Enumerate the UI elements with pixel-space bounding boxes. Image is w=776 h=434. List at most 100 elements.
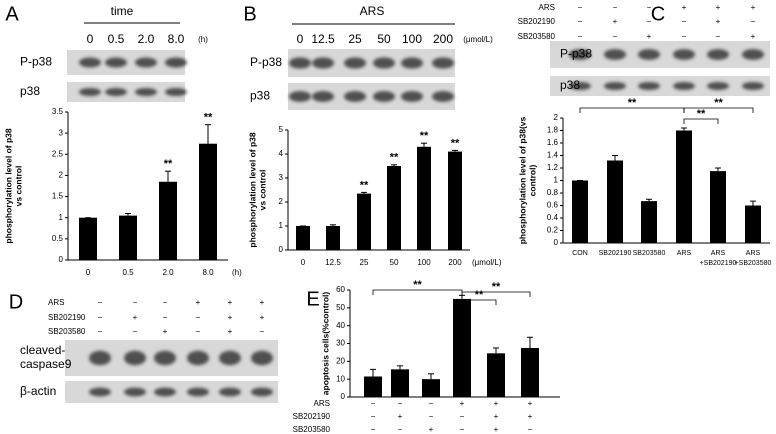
y-tick-label: 1.8	[547, 126, 559, 135]
y-axis-title-line: vs control	[257, 170, 267, 211]
y-tick-label: 0	[554, 238, 559, 247]
y-tick-label: 30	[336, 339, 345, 348]
treatment-sign: −	[429, 412, 434, 421]
y-tick-label: 1	[279, 221, 284, 230]
blot-band	[251, 387, 273, 397]
blot-band	[401, 57, 423, 69]
treatment-sign: +	[494, 412, 499, 421]
treatment-sign: −	[371, 412, 376, 421]
treatment-sign: −	[460, 425, 465, 434]
bar	[357, 193, 371, 250]
bar	[119, 215, 137, 260]
y-tick-label: 3.5	[52, 107, 64, 116]
bar	[448, 151, 462, 250]
treatment-sign: −	[196, 327, 201, 336]
significance: **	[360, 179, 369, 191]
treatment-sign: +	[528, 412, 533, 421]
bar	[296, 226, 310, 250]
y-tick-label: 20	[336, 356, 345, 365]
treatment-label: SB202190	[48, 313, 86, 322]
blot-label: P-p38	[560, 47, 592, 61]
y-tick-label: 1.2	[547, 163, 559, 172]
bracket-label: **	[697, 108, 706, 120]
treatment-label: SB203580	[48, 327, 86, 336]
blot-band	[569, 49, 591, 60]
y-tick-label: 10	[336, 374, 345, 383]
treatment-sign: +	[228, 298, 233, 307]
treatment-sign: −	[163, 298, 168, 307]
blot-band	[289, 57, 311, 69]
treatment-sign: −	[429, 399, 434, 408]
blot-band	[373, 91, 395, 102]
treatment-sign: +	[647, 32, 652, 41]
error-bar	[397, 365, 403, 370]
blot-band	[344, 57, 366, 69]
lane-unit: (h)	[198, 35, 208, 44]
y-tick-label: 5	[279, 125, 284, 134]
error-bar	[370, 368, 376, 377]
x-tick-label: ARS	[746, 250, 761, 257]
y-tick-label: 3	[279, 173, 284, 182]
treatment-sign: −	[98, 298, 103, 307]
x-tick-label: ARS	[711, 250, 726, 257]
blot-band	[742, 82, 764, 90]
blot-band	[89, 387, 111, 397]
blot-band	[105, 88, 127, 96]
treatment-sign: +	[260, 298, 265, 307]
blot-band	[312, 57, 334, 69]
blot-band	[219, 387, 241, 397]
y-axis-title: phosphorylation level of p38(vs control)	[517, 116, 537, 244]
y-axis-title: phosphorylation level of p38 vs control	[3, 128, 23, 244]
y-tick-label: 0	[59, 255, 64, 264]
y-tick-label: 4	[279, 149, 284, 158]
x-unit: (μmol/L)	[472, 258, 502, 267]
x-tick-label: SB202190	[599, 250, 632, 257]
blot-band	[432, 91, 454, 102]
blot-band	[154, 350, 176, 366]
bracket	[683, 118, 719, 124]
y-tick-label: 0.2	[547, 226, 559, 235]
blot-band	[165, 88, 187, 96]
error-bar	[527, 336, 533, 348]
panel-label: D	[9, 291, 23, 313]
treatment-sign: +	[716, 17, 721, 26]
bar	[387, 166, 401, 250]
bar	[417, 146, 431, 250]
blot-label: cleaved-	[20, 343, 65, 357]
blot-band	[432, 57, 454, 69]
treatment-sign: −	[682, 32, 687, 41]
treatment-sign: +	[460, 399, 465, 408]
blot-band	[165, 57, 187, 68]
blot-band	[79, 88, 101, 96]
lane-label: 12.5	[311, 32, 335, 46]
error-bar	[361, 191, 367, 194]
blot-band	[707, 49, 729, 60]
treatment-label: SB203580	[518, 32, 556, 41]
x-tick-label: 100	[417, 258, 431, 267]
x-unit: (h)	[232, 268, 242, 277]
y-tick-label: 0.5	[52, 234, 64, 243]
blot-band	[251, 350, 273, 366]
treatment-sign: −	[260, 327, 265, 336]
panel-label: C	[651, 3, 665, 25]
blot-band	[569, 82, 591, 90]
bracket	[461, 299, 497, 305]
treatment-sign: −	[578, 17, 583, 26]
bar	[453, 298, 471, 397]
treatment-sign: −	[716, 32, 721, 41]
y-tick-label: 0	[341, 392, 346, 401]
lane-label: 0	[297, 32, 304, 46]
treatment-sign: −	[98, 327, 103, 336]
lane-label: 0	[87, 32, 94, 46]
bar	[79, 217, 97, 260]
lane-label: 25	[348, 32, 362, 46]
treatment-sign: −	[613, 3, 618, 12]
blot-band	[105, 57, 127, 68]
blot-band	[401, 91, 423, 102]
treatment-sign: +	[260, 313, 265, 322]
y-tick-label: 0.6	[547, 201, 559, 210]
significance: **	[390, 152, 399, 164]
treatment-label: SB202190	[518, 17, 556, 26]
lane-unit: (μmol/L)	[463, 35, 493, 44]
bracket	[461, 291, 531, 297]
